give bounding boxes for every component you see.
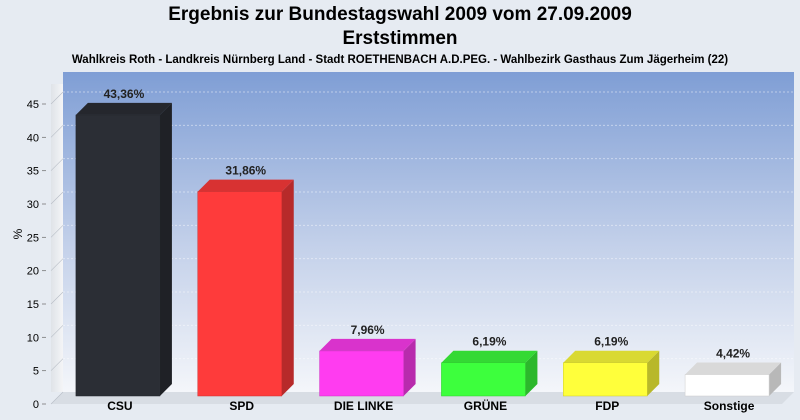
bar-front — [563, 362, 648, 397]
left-wall — [51, 84, 63, 392]
bar-front — [197, 191, 282, 397]
bar-top — [563, 350, 660, 363]
chart-caption: Wahlkreis Roth - Landkreis Nürnberg Land… — [71, 54, 729, 66]
bar-side — [159, 102, 172, 396]
wall-gridline — [50, 391, 64, 405]
data-label: 43,36% — [104, 87, 145, 101]
bar-csu: 43,36% — [75, 87, 172, 397]
x-tick-label: GRÜNE — [464, 398, 507, 413]
wall-gridline — [50, 325, 64, 338]
data-label: 6,19% — [472, 335, 506, 349]
y-tick-label: 35 — [27, 166, 39, 178]
x-axis: CSU SPD DIE LINKE GRÜNE FDP Sonstige — [107, 398, 755, 413]
y-tick-label: 30 — [27, 199, 39, 211]
y-tick-label: 10 — [27, 332, 39, 344]
wall-gridline — [50, 225, 64, 238]
bar-front — [75, 114, 161, 397]
y-tick-label: 20 — [27, 266, 39, 278]
data-label: 31,86% — [225, 164, 266, 178]
wall-gridline — [50, 91, 64, 105]
wall-gridline — [50, 291, 64, 305]
bar-die-linke: 7,96% — [319, 323, 416, 397]
y-tick-label: 45 — [27, 99, 39, 111]
wall-gridline — [50, 158, 64, 171]
y-tick-label: 0 — [33, 399, 39, 411]
gridlines — [50, 91, 794, 405]
x-tick-label: CSU — [107, 399, 132, 413]
bar-top — [197, 179, 294, 192]
data-label: 7,96% — [351, 323, 385, 337]
x-tick-label: DIE LINKE — [334, 399, 393, 413]
chart-subtitle: Erststimmen — [342, 28, 458, 49]
y-tick-label: 5 — [33, 366, 39, 378]
y-tick-label: 40 — [27, 132, 39, 144]
bar-fdp: 6,19% — [563, 335, 660, 397]
bar-sonstige: 4,42% — [684, 347, 782, 397]
bars: 43,36% 31,86% 7,96% 6,19% 6,19% 4,42% — [75, 87, 782, 397]
y-axis-label: % — [11, 228, 25, 239]
bar-top — [75, 102, 172, 115]
bar-spd: 31,86% — [197, 164, 294, 397]
wall-gridline — [50, 191, 64, 205]
bar-top — [441, 350, 538, 363]
bar-front — [684, 374, 770, 397]
bar-front — [441, 362, 526, 397]
data-label: 4,42% — [716, 347, 750, 361]
bar-top — [319, 338, 416, 351]
wall-gridline — [50, 258, 64, 271]
bar-side — [403, 338, 416, 396]
bar-side — [525, 350, 538, 396]
x-tick-label: FDP — [595, 399, 619, 413]
wall-gridline — [50, 358, 64, 371]
wall-gridline — [50, 125, 64, 138]
bar-top — [685, 362, 782, 375]
bar-front — [319, 350, 404, 397]
y-tick-label: 15 — [27, 299, 39, 311]
y-tick-label: 25 — [27, 232, 39, 244]
plot-area — [63, 72, 794, 392]
data-label: 6,19% — [594, 335, 628, 349]
bar-side — [281, 179, 294, 396]
bar-side — [769, 362, 782, 396]
chart-title: Ergebnis zur Bundestagswahl 2009 vom 27.… — [168, 4, 632, 25]
bar-gr-ne: 6,19% — [441, 335, 538, 397]
floor — [51, 392, 794, 404]
y-axis: 0 5 10 15 20 25 30 35 40 45 — [27, 99, 46, 411]
x-tick-label: Sonstige — [704, 399, 755, 413]
x-tick-label: SPD — [229, 399, 254, 413]
bar-side — [647, 350, 660, 396]
